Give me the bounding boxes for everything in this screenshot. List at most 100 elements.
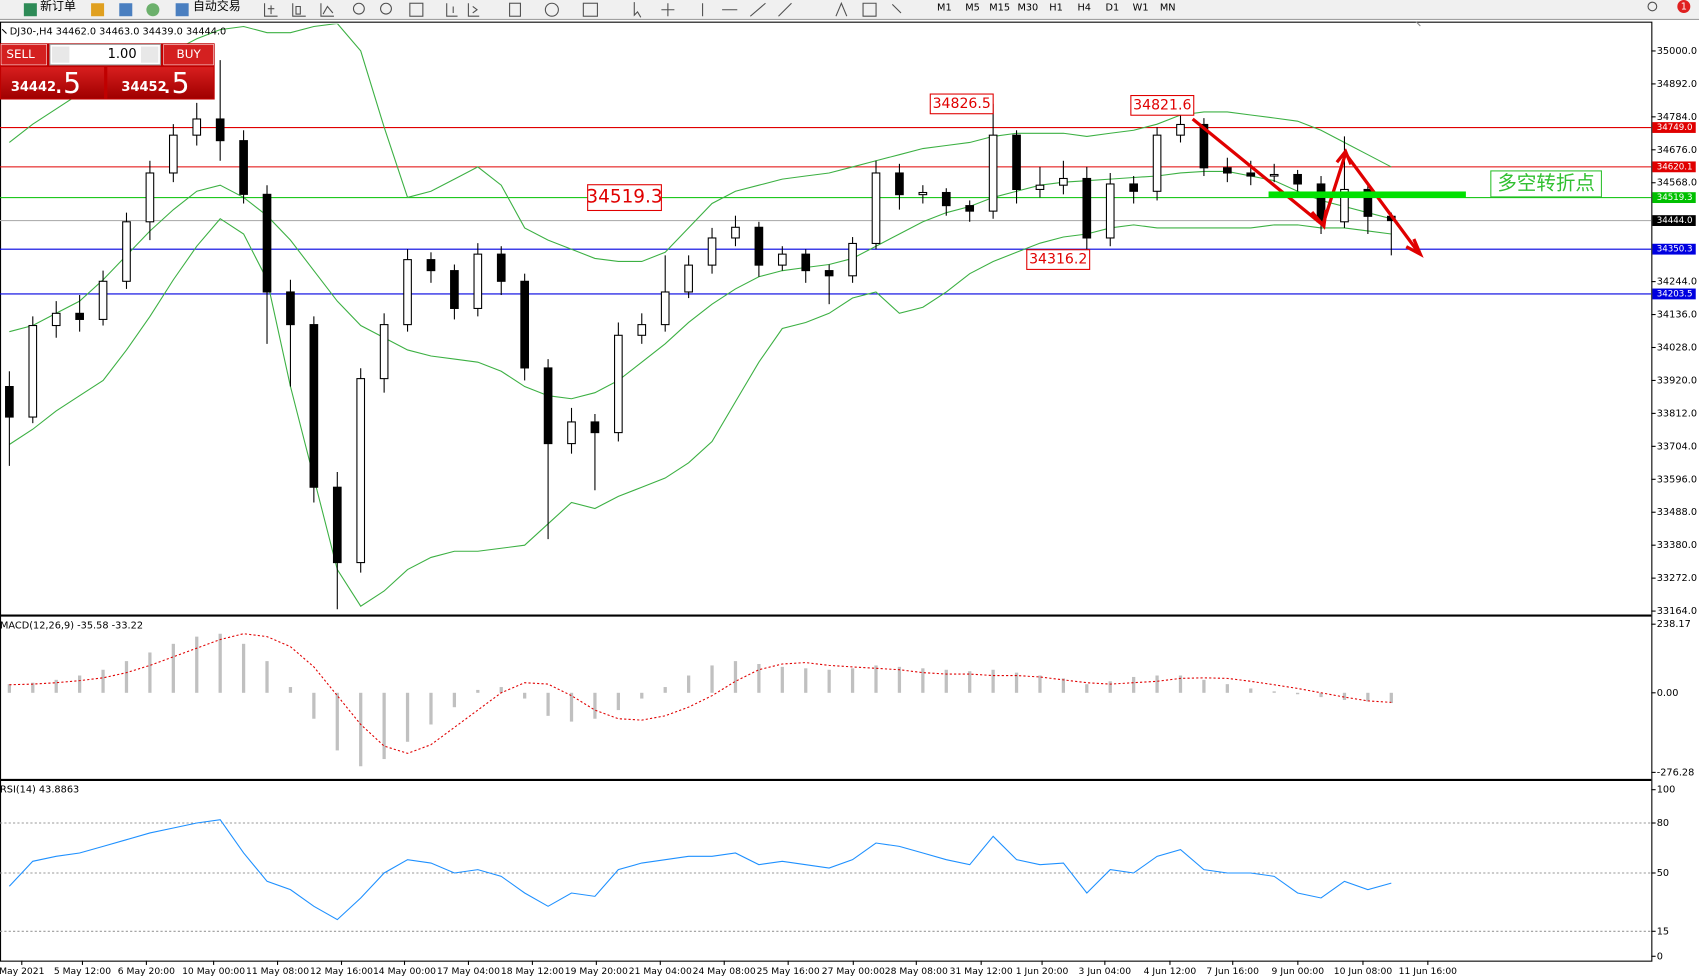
price-annotation-box bbox=[929, 93, 994, 115]
draw-tools[interactable] bbox=[633, 2, 792, 18]
macd-bar bbox=[429, 692, 433, 725]
macd-bar bbox=[1202, 679, 1206, 693]
timeframe-button[interactable]: D1 bbox=[1106, 3, 1120, 14]
tool-icon[interactable] bbox=[446, 3, 458, 17]
lot-input[interactable] bbox=[49, 43, 162, 66]
candle-body bbox=[239, 140, 248, 195]
rsi-label: RSI(14) 43.8863 bbox=[0, 785, 79, 796]
candle-body bbox=[1340, 188, 1349, 223]
timeframe-button[interactable]: M30 bbox=[1017, 3, 1038, 14]
toolbar-icon[interactable] bbox=[91, 3, 105, 17]
y-tick-label: 33812.0 bbox=[1657, 408, 1697, 419]
toolbar-icon[interactable] bbox=[119, 3, 133, 17]
tool-icon[interactable] bbox=[292, 3, 306, 17]
candle-body bbox=[567, 421, 576, 445]
lot-value[interactable]: 1.00 bbox=[108, 47, 137, 62]
notification-badge[interactable] bbox=[1677, 0, 1691, 13]
candle-body bbox=[543, 367, 553, 445]
macd-bar bbox=[733, 661, 738, 693]
tile-icon[interactable] bbox=[409, 2, 424, 17]
timeframe-button[interactable]: M5 bbox=[965, 3, 980, 14]
indicator-icon[interactable] bbox=[509, 2, 521, 17]
y-tick-label: 34568.0 bbox=[1657, 178, 1697, 189]
zoom-in[interactable] bbox=[352, 2, 365, 15]
y-tick-label: 34892.0 bbox=[1657, 79, 1697, 90]
candle-body bbox=[379, 324, 389, 380]
buy-price-box[interactable] bbox=[107, 67, 214, 99]
new-order-icon[interactable] bbox=[23, 3, 37, 17]
timeframe-button[interactable]: H1 bbox=[1049, 3, 1063, 14]
sell-label[interactable]: SELL bbox=[6, 47, 35, 61]
y-tick-label: 33596.0 bbox=[1657, 474, 1697, 485]
candle-body bbox=[403, 259, 412, 326]
x-tick-label: 28 May 08:00 bbox=[885, 966, 948, 977]
x-tick-label: 25 May 16:00 bbox=[757, 966, 820, 977]
period-icon[interactable] bbox=[544, 2, 559, 17]
candle-body bbox=[1223, 167, 1232, 174]
rsi-panel bbox=[0, 819, 1652, 932]
x-tick-label: 6 May 20:00 bbox=[118, 966, 175, 977]
tool-icon[interactable] bbox=[467, 3, 480, 17]
y-tick-label: 33920.0 bbox=[1657, 375, 1697, 386]
macd-bar bbox=[874, 665, 878, 693]
candle-body bbox=[1012, 134, 1021, 191]
timeframe-button[interactable]: MN bbox=[1160, 3, 1176, 14]
sell-price-frac[interactable]: .5 bbox=[54, 67, 81, 100]
candle-body bbox=[5, 386, 14, 418]
sell-price[interactable]: 34442 bbox=[11, 80, 56, 95]
sell-button[interactable] bbox=[0, 44, 47, 66]
zoom-out[interactable] bbox=[380, 2, 392, 15]
new-order-button[interactable]: 新订单 bbox=[40, 0, 76, 13]
auto-trading-icon[interactable] bbox=[175, 3, 189, 17]
sell-price-box[interactable] bbox=[1, 67, 105, 99]
macd-bar bbox=[1014, 672, 1019, 693]
level-label-bg bbox=[1652, 122, 1696, 133]
y-tick-label: 15 bbox=[1657, 926, 1669, 937]
macd-bar bbox=[54, 679, 58, 693]
macd-bar bbox=[1342, 692, 1347, 701]
macd-bar bbox=[897, 666, 902, 693]
candle-body bbox=[1176, 123, 1185, 136]
search-icon[interactable] bbox=[1647, 1, 1658, 12]
timeframe-button[interactable]: M15 bbox=[989, 3, 1010, 14]
macd-bar bbox=[850, 668, 855, 693]
plot-area bbox=[0, 23, 1652, 610]
buy-price-frac[interactable]: .5 bbox=[163, 67, 190, 100]
macd-bar bbox=[780, 666, 784, 693]
draw-tools[interactable] bbox=[835, 1, 902, 17]
macd-bar bbox=[757, 663, 761, 693]
y-tick-label: 33164.0 bbox=[1657, 606, 1697, 617]
timeframe-button[interactable]: M1 bbox=[937, 3, 952, 14]
buy-label[interactable]: BUY bbox=[177, 47, 202, 61]
one-click-panel: SELL 1.00 BUY 34442 .5 34452 .5 bbox=[0, 43, 215, 100]
lot-up[interactable] bbox=[140, 46, 159, 63]
tool-icon[interactable] bbox=[320, 3, 334, 17]
price-annotation: 34316.2 bbox=[1029, 252, 1087, 268]
timeframe-button[interactable]: H4 bbox=[1077, 3, 1091, 14]
price-panel: 34826.5 34821.6 34519.3 34316.2 多空转折点 bbox=[0, 23, 1652, 610]
tool-icon[interactable] bbox=[264, 3, 278, 17]
x-tick-label: 10 Jun 08:00 bbox=[1334, 966, 1393, 977]
macd-bar bbox=[124, 661, 129, 693]
candle-body bbox=[309, 324, 319, 488]
toolbar-tools[interactable] bbox=[264, 1, 902, 18]
candle-body bbox=[1105, 183, 1115, 239]
candle-body bbox=[426, 259, 436, 272]
x-tick-label: 19 May 20:00 bbox=[565, 966, 628, 977]
y-tick-label: 33488.0 bbox=[1657, 507, 1697, 518]
candle-body bbox=[520, 280, 530, 369]
lot-down[interactable] bbox=[52, 46, 70, 63]
candle-body bbox=[1363, 188, 1373, 217]
candle-body bbox=[122, 221, 131, 282]
x-tick-label: 5 May 12:00 bbox=[54, 966, 111, 977]
auto-trading-button[interactable]: 自动交易 bbox=[193, 0, 241, 13]
candle-body bbox=[51, 312, 61, 327]
buy-button[interactable] bbox=[163, 44, 214, 66]
timeframe-button[interactable]: W1 bbox=[1133, 3, 1149, 14]
x-tick-label: 14 May 00:00 bbox=[373, 966, 436, 977]
candle-body bbox=[262, 193, 272, 293]
buy-price[interactable]: 34452 bbox=[121, 80, 166, 95]
y-tick-label: -276.28 bbox=[1657, 767, 1695, 778]
template-icon[interactable] bbox=[582, 2, 598, 17]
toolbar-icon[interactable] bbox=[146, 3, 160, 17]
